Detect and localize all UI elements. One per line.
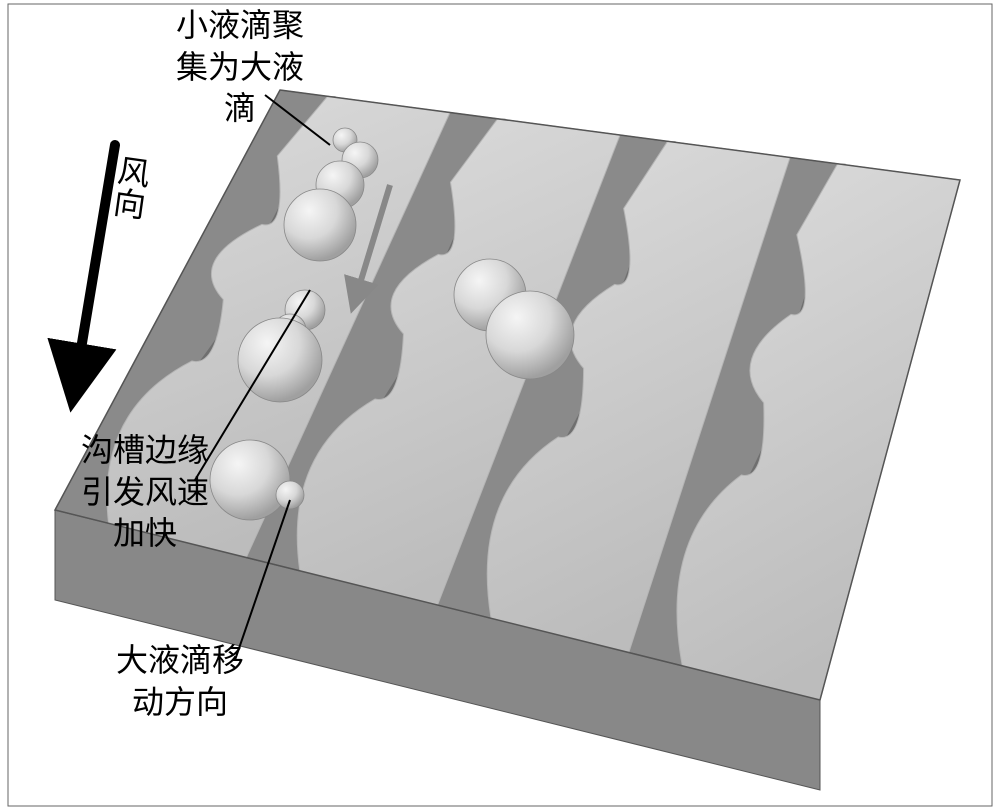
label-large-droplet-dir: 大液滴移 动方向 bbox=[80, 640, 280, 723]
droplet bbox=[276, 481, 304, 509]
label-top-droplets: 小液滴聚 集为大液 滴 bbox=[140, 5, 340, 130]
droplet bbox=[486, 291, 574, 379]
droplet bbox=[284, 189, 356, 261]
label-groove-edge: 沟槽边缘 引发风速 加快 bbox=[55, 430, 235, 555]
